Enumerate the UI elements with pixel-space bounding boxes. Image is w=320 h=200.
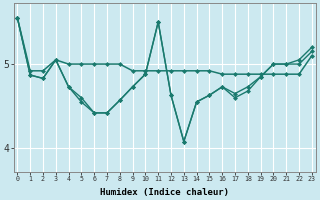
X-axis label: Humidex (Indice chaleur): Humidex (Indice chaleur) (100, 188, 229, 197)
